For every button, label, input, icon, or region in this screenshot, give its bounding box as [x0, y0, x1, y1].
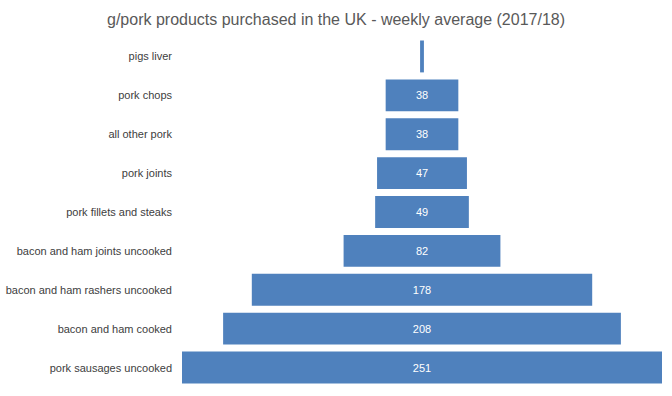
svg-text:38: 38 — [416, 128, 428, 140]
svg-text:208: 208 — [413, 323, 431, 335]
svg-text:251: 251 — [413, 362, 431, 374]
svg-text:pork sausages uncooked: pork sausages uncooked — [50, 362, 172, 374]
svg-text:all other pork: all other pork — [108, 128, 172, 140]
svg-text:49: 49 — [416, 206, 428, 218]
svg-text:pork fillets and steaks: pork fillets and steaks — [66, 206, 172, 218]
svg-text:pork joints: pork joints — [122, 167, 173, 179]
svg-text:g/pork products purchased in t: g/pork products purchased in the UK - we… — [107, 11, 565, 28]
svg-text:pork chops: pork chops — [118, 89, 172, 101]
svg-text:82: 82 — [416, 245, 428, 257]
svg-text:bacon and ham joints uncooked: bacon and ham joints uncooked — [17, 245, 172, 257]
svg-text:bacon and ham cooked: bacon and ham cooked — [58, 323, 172, 335]
svg-text:pigs liver: pigs liver — [129, 50, 173, 62]
svg-text:38: 38 — [416, 89, 428, 101]
svg-text:178: 178 — [413, 284, 431, 296]
svg-text:47: 47 — [416, 167, 428, 179]
svg-text:bacon and ham rashers uncooked: bacon and ham rashers uncooked — [6, 284, 172, 296]
